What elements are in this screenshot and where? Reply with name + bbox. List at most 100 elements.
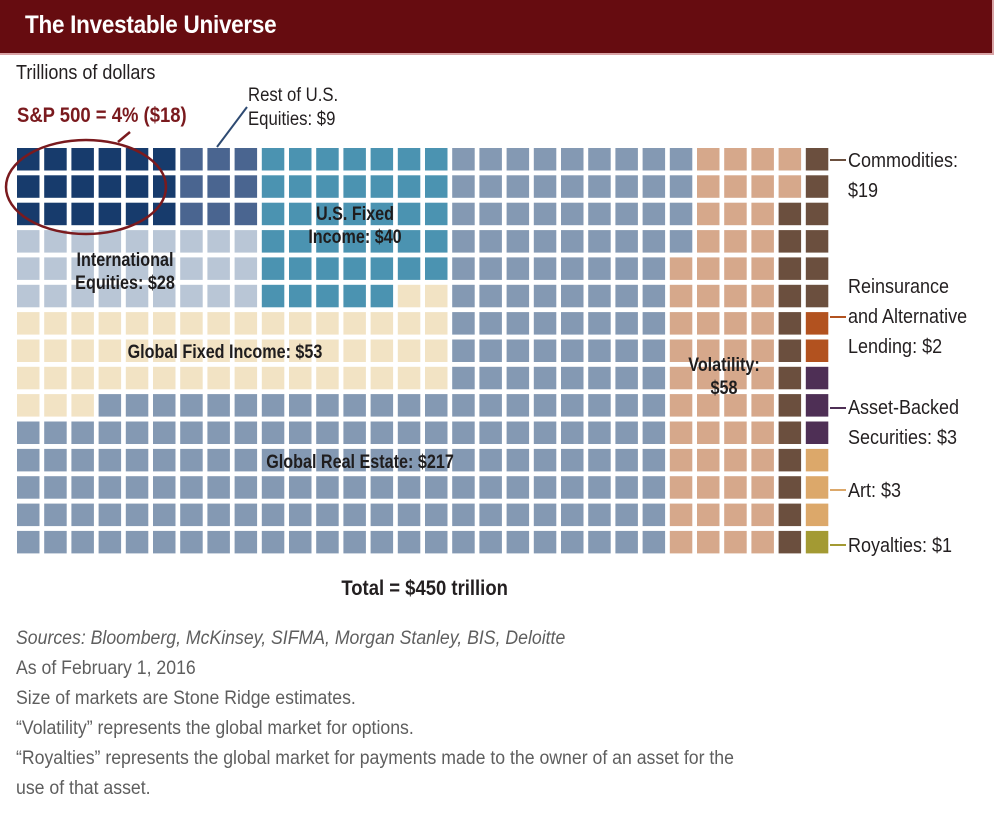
waffle-cell-real-estate bbox=[316, 530, 339, 554]
commodities-label: Commodities: $19 bbox=[848, 146, 958, 206]
waffle-cell-sp500 bbox=[44, 148, 67, 171]
waffle-cell-real-estate bbox=[642, 421, 666, 444]
waffle-cell-real-estate bbox=[533, 530, 557, 554]
waffle-cell-real-estate bbox=[261, 448, 285, 472]
waffle-cell-real-estate bbox=[98, 503, 122, 527]
waffle-cell-real-estate bbox=[289, 394, 312, 417]
waffle-cell-real-estate bbox=[561, 284, 584, 308]
waffle-cell-volatility bbox=[751, 503, 774, 527]
waffle-cell-real-estate bbox=[397, 421, 421, 444]
date-note: As of February 1, 2016 bbox=[16, 658, 196, 679]
waffle-cell-real-estate bbox=[561, 476, 584, 499]
waffle-cell-real-estate bbox=[370, 503, 394, 527]
waffle-cell-sp500 bbox=[153, 202, 176, 226]
waffle-cell-intl-eq bbox=[207, 230, 230, 253]
label-line: Volatility: bbox=[688, 355, 760, 376]
waffle-cell-us-fi bbox=[370, 148, 394, 171]
waffle-cell-real-estate bbox=[642, 175, 666, 198]
waffle-cell-sp500 bbox=[98, 148, 122, 171]
waffle-cell-real-estate bbox=[153, 394, 176, 417]
sp500-annotation: S&P 500 = 4% ($18) bbox=[17, 104, 187, 127]
waffle-cell-sp500 bbox=[17, 148, 40, 171]
waffle-cell-volatility bbox=[751, 202, 774, 226]
waffle-cell-rest-us bbox=[180, 175, 203, 198]
waffle-cell-sp500 bbox=[44, 202, 67, 226]
waffle-cell-real-estate bbox=[479, 476, 502, 499]
waffle-cell-us-fi bbox=[370, 202, 394, 226]
waffle-cell-real-estate bbox=[615, 230, 638, 253]
waffle-cell-real-estate bbox=[561, 339, 584, 362]
waffle-cell-global-fi bbox=[17, 339, 40, 362]
waffle-cell-real-estate bbox=[588, 530, 611, 554]
waffle-cell-rest-us bbox=[207, 148, 230, 171]
waffle-cell-volatility bbox=[751, 339, 774, 362]
waffle-cell-volatility bbox=[669, 448, 693, 472]
waffle-cell-real-estate bbox=[289, 421, 312, 444]
waffle-cell-real-estate bbox=[452, 339, 475, 362]
waffle-cell-reinsurance bbox=[805, 312, 829, 335]
label-line: Global Real Estate: $217 bbox=[266, 452, 454, 473]
waffle-cell-real-estate bbox=[397, 394, 421, 417]
waffle-cell-us-fi bbox=[261, 257, 285, 280]
waffle-cell-intl-eq bbox=[98, 284, 122, 308]
waffle-cell-real-estate bbox=[506, 284, 530, 308]
waffle-cell-real-estate bbox=[642, 448, 666, 472]
waffle-cell-real-estate bbox=[207, 421, 230, 444]
waffle-cell-intl-eq bbox=[44, 230, 67, 253]
waffle-cell-commodities bbox=[778, 284, 802, 308]
waffle-cell-real-estate bbox=[153, 448, 176, 472]
waffle-cell-commodities bbox=[778, 230, 802, 253]
waffle-cell-us-fi bbox=[425, 230, 448, 253]
waffle-cell-real-estate bbox=[615, 503, 638, 527]
waffle-cell-global-fi bbox=[71, 366, 94, 390]
waffle-cell-real-estate bbox=[533, 366, 557, 390]
waffle-cell-real-estate bbox=[71, 476, 94, 499]
waffle-cell-intl-eq bbox=[125, 230, 149, 253]
label-line: $58 bbox=[710, 378, 738, 399]
label-line: Commodities: bbox=[848, 150, 959, 172]
waffle-cell-real-estate bbox=[452, 476, 475, 499]
sources-note: Sources: Bloomberg, McKinsey, SIFMA, Mor… bbox=[16, 628, 566, 649]
waffle-cell-real-estate bbox=[506, 148, 530, 171]
waffle-cell-volatility bbox=[751, 366, 774, 390]
waffle-cell-real-estate bbox=[588, 202, 611, 226]
waffle-cell-real-estate bbox=[615, 148, 638, 171]
waffle-cell-global-fi bbox=[289, 312, 312, 335]
waffle-cell-real-estate bbox=[261, 530, 285, 554]
waffle-cell-real-estate bbox=[425, 448, 448, 472]
waffle-cell-real-estate bbox=[153, 530, 176, 554]
waffle-cell-real-estate bbox=[425, 530, 448, 554]
waffle-cell-volatility bbox=[724, 202, 747, 226]
waffle-cell-real-estate bbox=[561, 448, 584, 472]
waffle-cell-commodities bbox=[778, 530, 802, 554]
waffle-cell-volatility bbox=[669, 366, 693, 390]
waffle-cell-abs bbox=[805, 366, 829, 390]
waffle-cell-real-estate bbox=[452, 503, 475, 527]
waffle-cell-commodities bbox=[778, 366, 802, 390]
waffle-cell-intl-eq bbox=[180, 230, 203, 253]
waffle-cell-real-estate bbox=[669, 230, 693, 253]
waffle-cell-intl-eq bbox=[153, 230, 176, 253]
waffle-cell-real-estate bbox=[125, 530, 149, 554]
waffle-cell-intl-eq bbox=[71, 284, 94, 308]
waffle-cell-real-estate bbox=[289, 530, 312, 554]
waffle-cell-global-fi bbox=[125, 339, 149, 362]
waffle-cell-volatility bbox=[751, 230, 774, 253]
waffle-cell-sp500 bbox=[98, 202, 122, 226]
waffle-cell-global-fi bbox=[397, 366, 421, 390]
waffle-cell-real-estate bbox=[506, 448, 530, 472]
waffle-cell-real-estate bbox=[125, 421, 149, 444]
waffle-cell-rest-us bbox=[207, 202, 230, 226]
waffle-cell-intl-eq bbox=[180, 284, 203, 308]
waffle-cell-real-estate bbox=[588, 448, 611, 472]
waffle-cell-real-estate bbox=[452, 530, 475, 554]
waffle-cell-us-fi bbox=[289, 284, 312, 308]
waffle-cell-global-fi bbox=[125, 366, 149, 390]
waffle-cell-global-fi bbox=[370, 366, 394, 390]
waffle-cell-real-estate bbox=[452, 257, 475, 280]
waffle-cell-real-estate bbox=[533, 503, 557, 527]
label-line: Equities: $28 bbox=[75, 273, 175, 294]
waffle-cell-us-fi bbox=[370, 230, 394, 253]
waffle-cell-global-fi bbox=[343, 366, 366, 390]
waffle-cell-global-fi bbox=[44, 394, 67, 417]
